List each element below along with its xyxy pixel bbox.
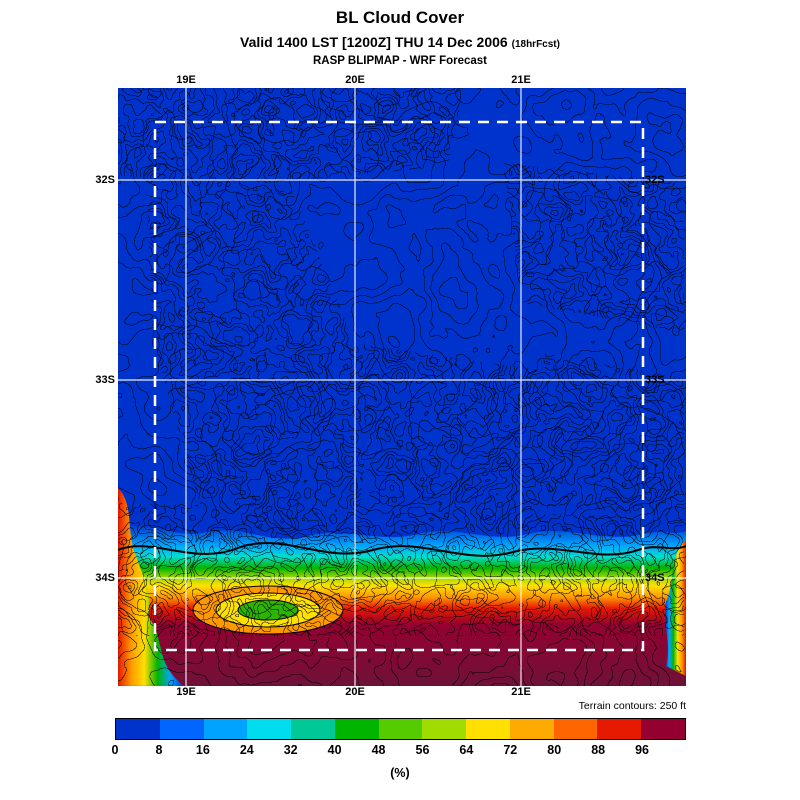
colorbar-segment (203, 719, 248, 739)
colorbar-units: (%) (390, 766, 410, 780)
forecast-hour-tag: (18hrFcst) (511, 39, 560, 50)
colorbar-labels: 0 8 16 24 32 40 48 56 64 72 80 88 96 (111, 743, 686, 759)
colorbar-segment (553, 719, 598, 739)
colorbar-value: 48 (371, 743, 386, 757)
domain-boundary-dashed (153, 120, 645, 652)
colorbar-value: 56 (415, 743, 430, 757)
lon-label-bottom: 20E (345, 686, 365, 698)
colorbar-segment (291, 719, 335, 739)
lon-label-top: 20E (345, 74, 365, 86)
terrain-contours (118, 88, 686, 686)
map (117, 88, 687, 686)
model-line: RASP BLIPMAP - WRF Forecast (312, 55, 488, 67)
colorbar-value: 80 (547, 743, 562, 757)
colorbar-segment (247, 719, 292, 739)
valid-time-line: Valid 1400 LST [1200Z] THU 14 Dec 2006 (… (0, 34, 800, 50)
colorbar (115, 718, 686, 740)
latlon-grid (118, 88, 686, 686)
header: BL Cloud Cover Valid 1400 LST [1200Z] TH… (0, 8, 800, 67)
coastline-contour (117, 542, 687, 557)
lat-label-left: 32S (95, 174, 115, 186)
colorbar-value: 64 (459, 743, 474, 757)
colorbar-value: 88 (591, 743, 606, 757)
colorbar-segment (422, 719, 467, 739)
colorbar-value: 40 (327, 743, 342, 757)
lon-label-top: 21E (511, 74, 531, 86)
map-canvas (117, 88, 687, 686)
colorbar-segment (641, 719, 685, 739)
lat-label-left: 33S (95, 374, 115, 386)
lat-label-left: 34S (95, 572, 115, 584)
page-title: BL Cloud Cover (335, 8, 465, 27)
colorbar-segment (116, 719, 160, 739)
colorbar-value: 16 (195, 743, 210, 757)
colorbar-value: 8 (155, 743, 163, 757)
colorbar-segment (159, 719, 204, 739)
colorbar-segment (466, 719, 510, 739)
colorbar-segment (597, 719, 642, 739)
colorbar-value: 0 (111, 743, 119, 757)
colorbar-value: 72 (503, 743, 518, 757)
colorbar-value: 24 (239, 743, 254, 757)
valid-time-text: Valid 1400 LST [1200Z] THU 14 Dec 2006 (240, 34, 508, 50)
colorbar-segment (334, 719, 379, 739)
colorbar-segment (509, 719, 554, 739)
colorbar-segment (378, 719, 423, 739)
colorbar-value: 32 (283, 743, 298, 757)
terrain-note: Terrain contours: 250 ft (578, 700, 686, 712)
lon-label-bottom: 21E (511, 686, 531, 698)
lon-label-top: 19E (176, 74, 196, 86)
lon-label-bottom: 19E (176, 686, 196, 698)
colorbar-value: 96 (635, 743, 650, 757)
